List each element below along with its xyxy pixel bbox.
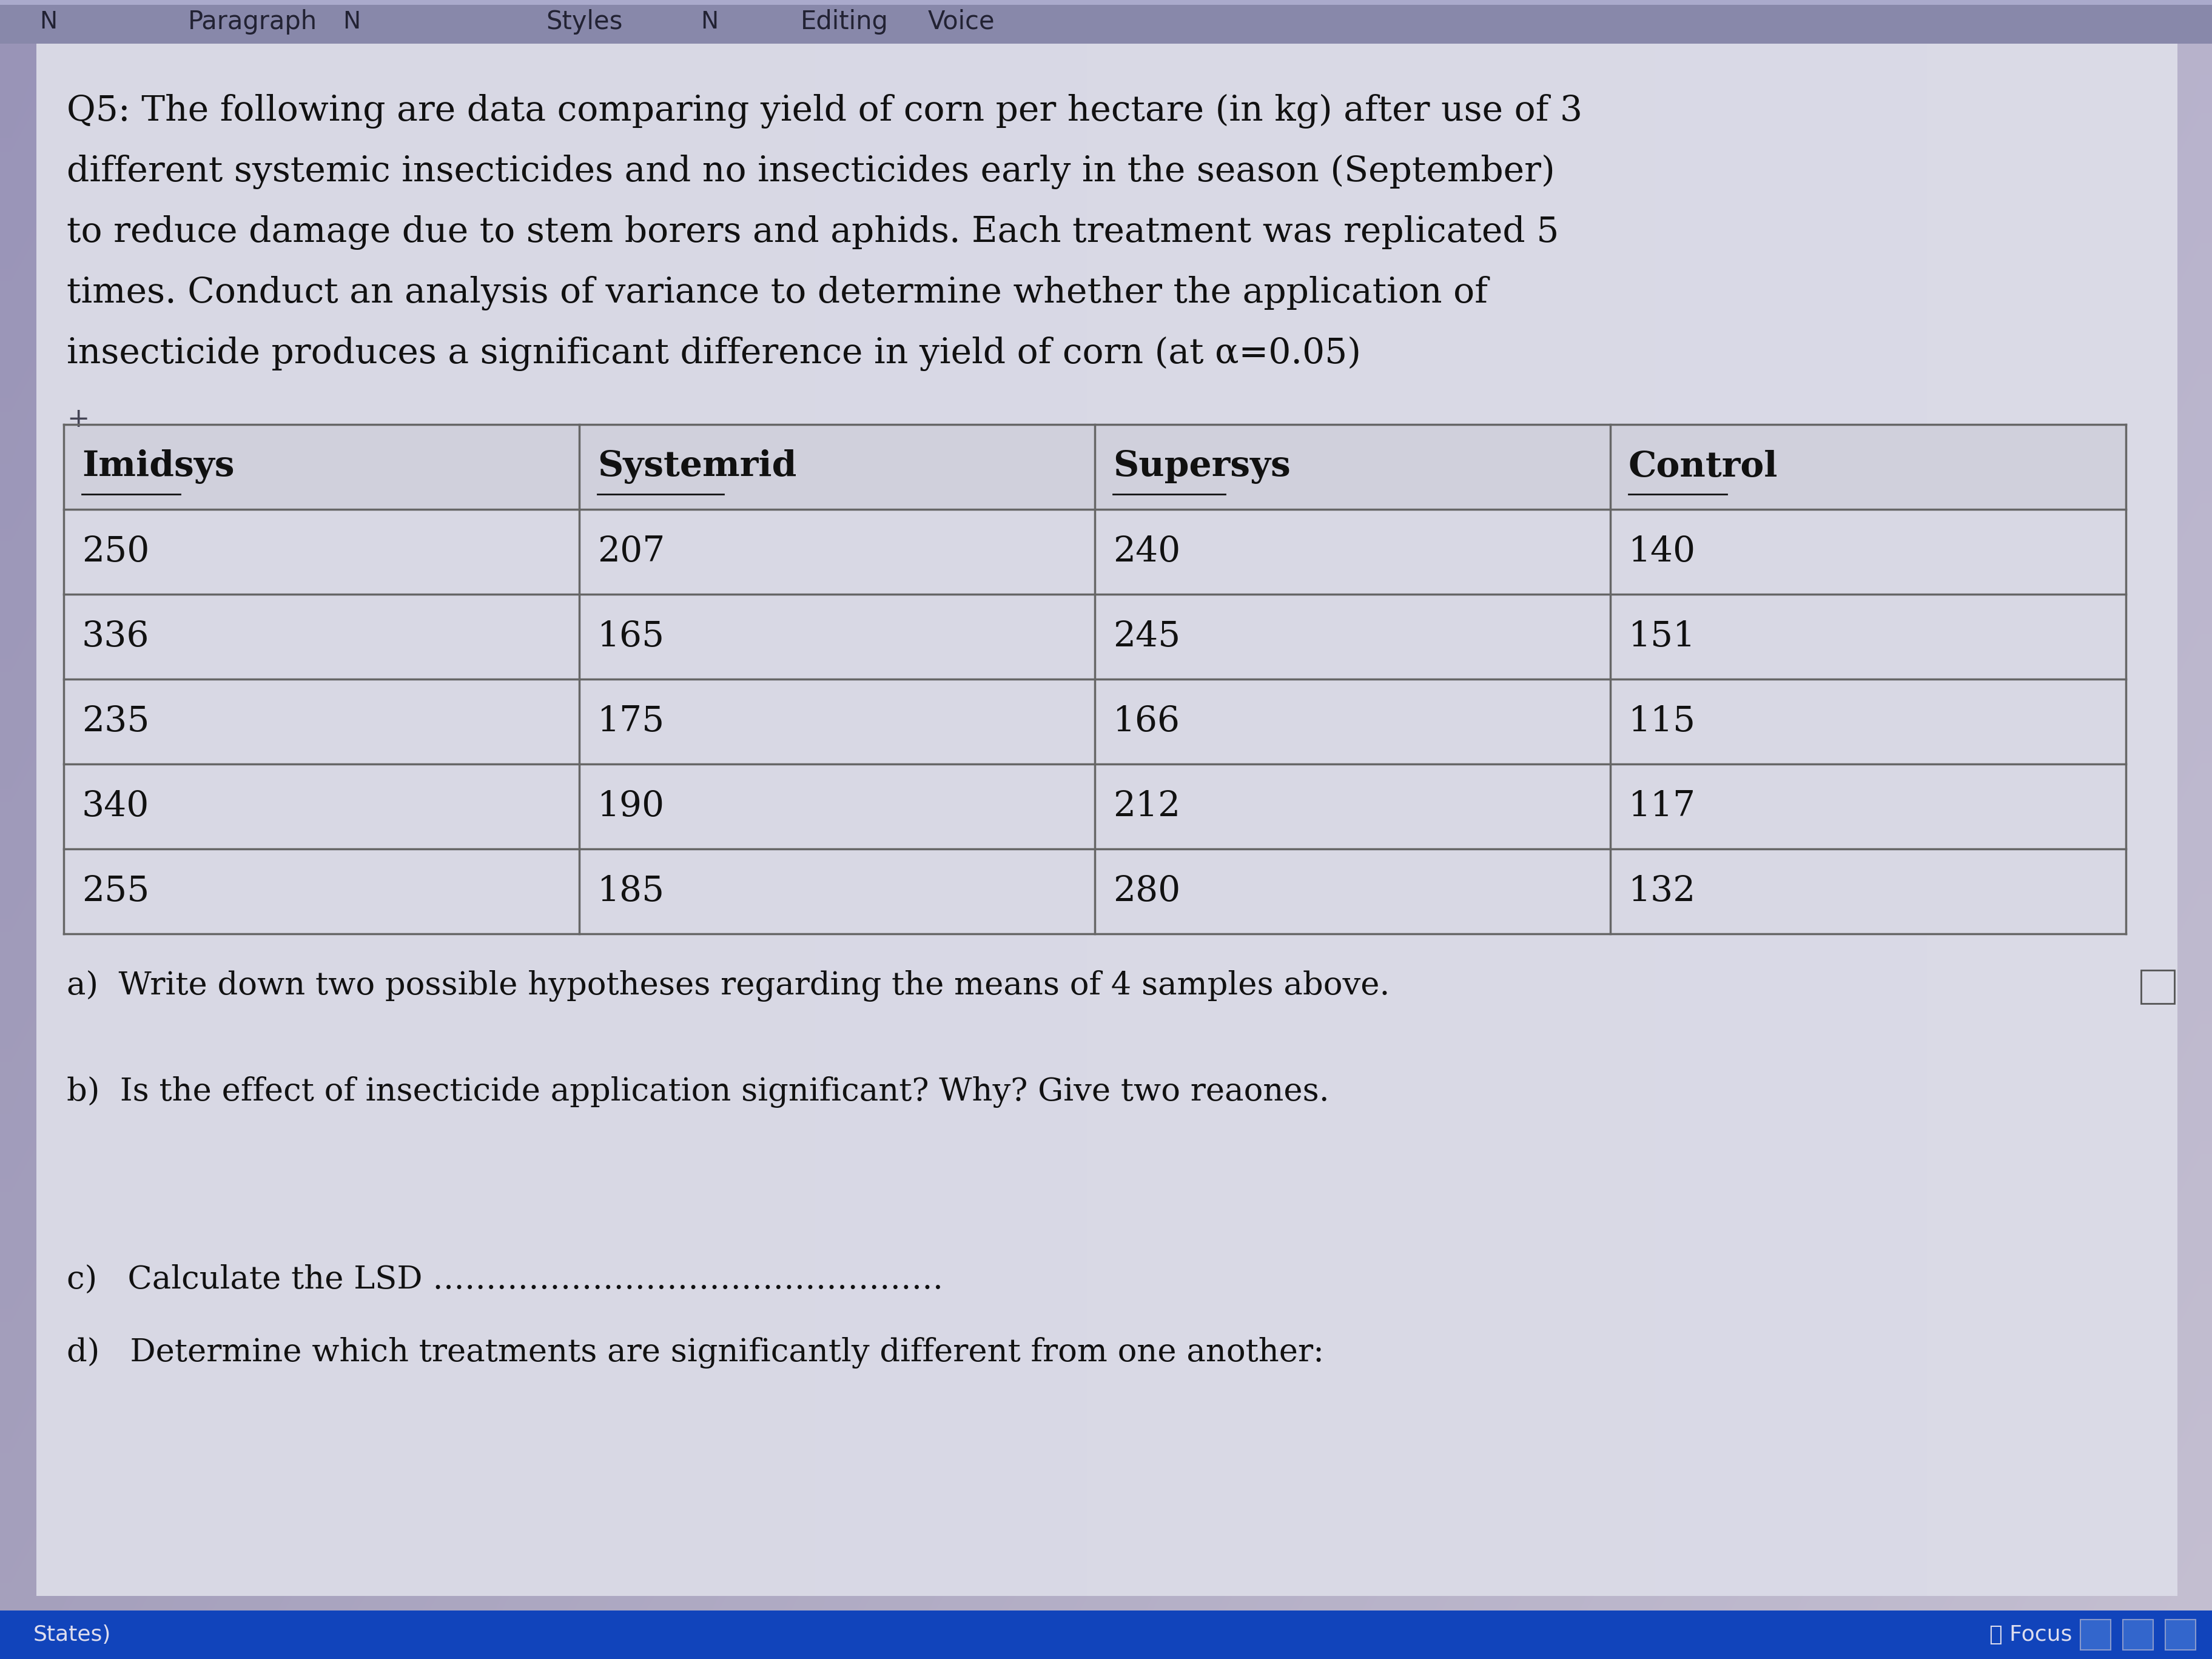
Text: to reduce damage due to stem borers and aphids. Each treatment was replicated 5: to reduce damage due to stem borers and … (66, 216, 1559, 251)
Text: N: N (40, 10, 58, 33)
Text: 255: 255 (82, 874, 150, 909)
Text: 245: 245 (1113, 620, 1181, 654)
Text: 115: 115 (1628, 705, 1694, 738)
Bar (64, 679, 2126, 765)
Text: Voice: Voice (927, 8, 995, 35)
Text: 336: 336 (82, 620, 150, 654)
Text: b)  Is the effect of insecticide application significant? Why? Give two reaones.: b) Is the effect of insecticide applicat… (66, 1077, 1329, 1108)
Bar (64, 765, 2126, 849)
Text: 151: 151 (1628, 620, 1694, 654)
Text: 280: 280 (1113, 874, 1181, 909)
Bar (2121, 1619, 2152, 1651)
Bar (0, 0, 2212, 43)
Text: 📎 Focus: 📎 Focus (1989, 1624, 2073, 1646)
Bar (64, 849, 2126, 934)
Text: 166: 166 (1113, 705, 1179, 738)
Bar (2166, 1619, 2194, 1651)
Text: 132: 132 (1628, 874, 1697, 909)
Text: N: N (701, 10, 719, 33)
Text: 340: 340 (82, 790, 150, 823)
Bar (64, 425, 2126, 509)
Text: States): States) (33, 1624, 111, 1646)
Bar (64, 509, 2126, 594)
Text: Supersys: Supersys (1113, 450, 1290, 484)
Text: 235: 235 (82, 705, 150, 738)
Text: N: N (343, 10, 361, 33)
Text: Styles: Styles (546, 8, 622, 35)
Text: Imidsys: Imidsys (82, 450, 234, 484)
Text: Editing: Editing (801, 8, 889, 35)
Text: 175: 175 (597, 705, 666, 738)
Text: d)   Determine which treatments are significantly different from one another:: d) Determine which treatments are signif… (66, 1337, 1323, 1369)
Text: 207: 207 (597, 534, 666, 569)
Text: 140: 140 (1628, 534, 1694, 569)
Text: a)  Write down two possible hypotheses regarding the means of 4 samples above.: a) Write down two possible hypotheses re… (66, 971, 1389, 1002)
Text: 185: 185 (597, 874, 664, 909)
Text: 190: 190 (597, 790, 664, 823)
Bar (0, 1611, 2212, 1659)
Text: +: + (66, 406, 88, 433)
Bar (2141, 971, 2174, 1004)
Text: 212: 212 (1113, 790, 1181, 823)
Text: 250: 250 (82, 534, 150, 569)
Text: times. Conduct an analysis of variance to determine whether the application of: times. Conduct an analysis of variance t… (66, 275, 1486, 310)
Bar (2079, 1619, 2110, 1651)
Bar (0, 0, 2212, 5)
Text: Q5: The following are data comparing yield of corn per hectare (in kg) after use: Q5: The following are data comparing yie… (66, 95, 1582, 129)
Text: insecticide produces a significant difference in yield of corn (at α=0.05): insecticide produces a significant diffe… (66, 337, 1360, 372)
Text: Paragraph: Paragraph (188, 8, 316, 35)
Text: 165: 165 (597, 620, 664, 654)
Text: c)   Calculate the LSD …………………………………………: c) Calculate the LSD ………………………………………… (66, 1264, 942, 1296)
Text: 117: 117 (1628, 790, 1694, 823)
Text: different systemic insecticides and no insecticides early in the season (Septemb: different systemic insecticides and no i… (66, 154, 1555, 189)
Bar (64, 594, 2126, 679)
Text: Control: Control (1628, 450, 1778, 484)
Text: 240: 240 (1113, 534, 1181, 569)
Text: Systemrid: Systemrid (597, 450, 796, 484)
